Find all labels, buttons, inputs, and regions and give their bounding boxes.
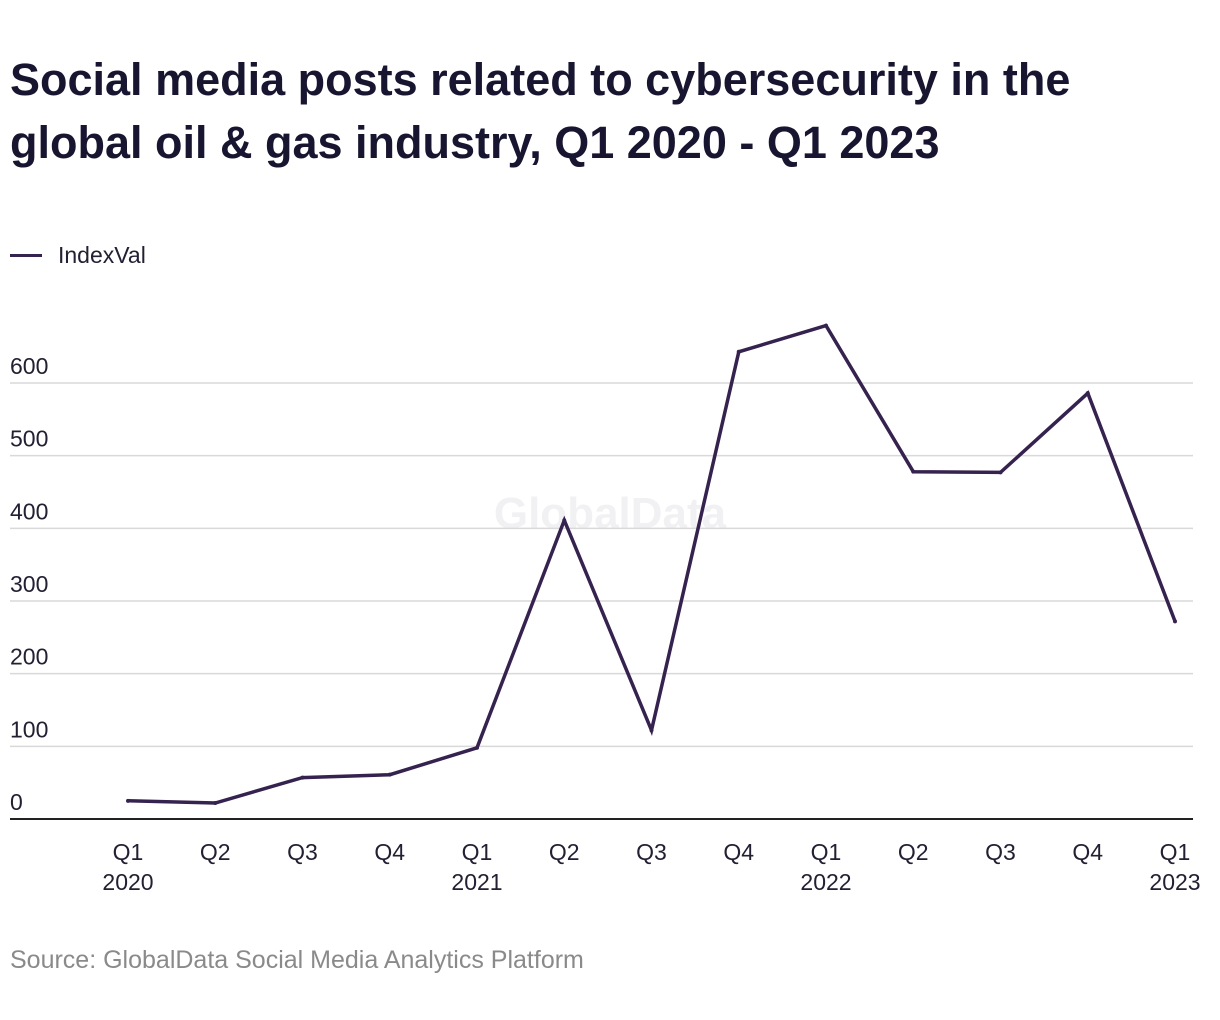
x-tick-year-0: 2020	[102, 869, 153, 895]
x-tick-label-12: Q1	[1160, 839, 1191, 865]
x-tick-year-8: 2022	[800, 869, 851, 895]
x-tick-label-5: Q2	[549, 839, 580, 865]
x-tick-label-2: Q3	[287, 839, 318, 865]
y-tick-label-300: 300	[10, 571, 48, 597]
source-note: Source: GlobalData Social Media Analytic…	[10, 946, 584, 974]
x-tick-label-3: Q4	[374, 839, 405, 865]
x-tick-label-9: Q2	[898, 839, 929, 865]
x-tick-label-7: Q4	[723, 839, 754, 865]
y-tick-label-600: 600	[10, 353, 48, 379]
data-point-7	[736, 349, 741, 354]
data-point-3	[387, 772, 392, 777]
x-tick-label-10: Q3	[985, 839, 1016, 865]
chart-title: Social media posts related to cybersecur…	[10, 54, 1071, 168]
data-point-1	[213, 801, 218, 806]
legend: IndexVal	[10, 242, 146, 269]
data-point-0	[126, 798, 130, 803]
x-tick-label-11: Q4	[1072, 839, 1103, 865]
data-point-4	[475, 745, 479, 750]
data-point-9	[911, 469, 916, 474]
data-point-6	[649, 728, 654, 733]
data-point-5	[562, 518, 567, 523]
x-tick-label-6: Q3	[636, 839, 667, 865]
data-point-2	[300, 775, 305, 780]
data-point-11	[1085, 391, 1090, 396]
watermark: GlobalData	[494, 489, 727, 538]
y-tick-label-0: 0	[10, 789, 23, 815]
x-tick-label-1: Q2	[200, 839, 231, 865]
x-tick-year-12: 2023	[1149, 869, 1200, 895]
y-tick-label-400: 400	[10, 498, 48, 524]
x-tick-label-4: Q1	[462, 839, 493, 865]
y-tick-label-200: 200	[10, 644, 48, 670]
x-tick-label-0: Q1	[113, 839, 144, 865]
data-point-10	[998, 470, 1003, 475]
x-tick-label-8: Q1	[811, 839, 842, 865]
data-point-12	[1173, 619, 1177, 624]
legend-line-swatch	[10, 254, 42, 257]
y-tick-label-500: 500	[10, 426, 48, 452]
legend-label: IndexVal	[58, 242, 146, 268]
y-tick-label-100: 100	[10, 716, 48, 742]
data-point-8	[824, 323, 828, 328]
x-tick-year-4: 2021	[451, 869, 502, 895]
